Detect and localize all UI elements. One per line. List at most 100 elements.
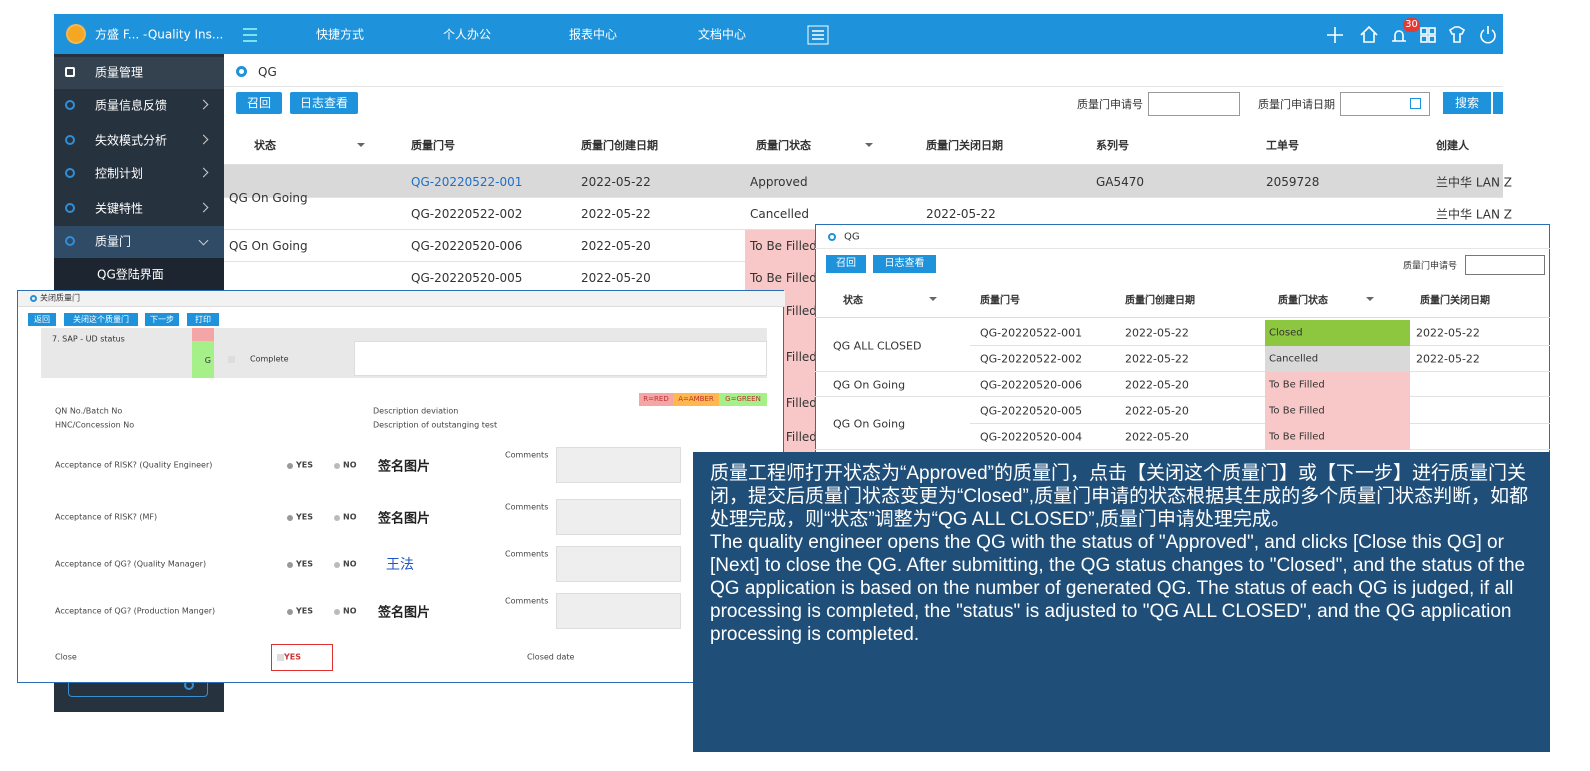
sidebar-item[interactable]: 质量管理 xyxy=(95,65,144,80)
button[interactable]: 召回 xyxy=(826,255,866,273)
field-label: QN No./Batch No xyxy=(55,406,123,416)
cell: QG-20220520-005 xyxy=(980,404,1083,417)
filter-label: 质量门申请日期 xyxy=(1258,98,1335,111)
legend-item: G=GREEN xyxy=(719,393,767,406)
button[interactable]: 关闭这个质量门 xyxy=(64,313,138,326)
sidebar-icon xyxy=(65,67,75,77)
sidebar-item[interactable]: 失效模式分析 xyxy=(95,133,168,148)
sort-arrow xyxy=(865,143,873,151)
selected-row xyxy=(224,165,1503,198)
column-header: 质量门号 xyxy=(411,139,455,152)
status: QG On Going xyxy=(229,239,308,253)
tab-bar xyxy=(224,54,1503,87)
sidebar-item[interactable]: 质量门 xyxy=(95,234,132,249)
cell: 2022-05-20 xyxy=(1125,404,1189,417)
signature: 签名图片 xyxy=(378,605,431,621)
radio-label: NO xyxy=(343,460,357,470)
comments-box[interactable] xyxy=(556,546,681,582)
approval-label: Acceptance of QG? (Quality Manager) xyxy=(55,559,207,569)
button[interactable]: 下一步 xyxy=(145,313,179,326)
approval-label: Acceptance of QG? (Production Manger) xyxy=(55,606,216,616)
radio-label: NO xyxy=(343,606,357,616)
status-cell xyxy=(1265,320,1410,346)
sidebar-item[interactable]: 控制计划 xyxy=(95,166,144,181)
button[interactable]: 打印 xyxy=(187,313,219,326)
sidebar-header xyxy=(54,57,224,89)
input-cell xyxy=(354,341,767,376)
button[interactable]: 召回 xyxy=(236,92,282,114)
sort-arrow xyxy=(929,297,937,305)
cell: To Be Filled xyxy=(750,271,817,285)
row-border xyxy=(815,449,970,450)
column-header: 质量门创建日期 xyxy=(1125,295,1195,307)
button[interactable]: 日志查看 xyxy=(290,92,358,114)
cell: Closed xyxy=(1269,327,1303,339)
comments-box[interactable] xyxy=(556,499,681,535)
sidebar-item[interactable]: 质量信息反馈 xyxy=(95,98,168,113)
calendar-icon xyxy=(1410,98,1421,109)
close-label: Close xyxy=(55,652,77,662)
panel-tab-bar xyxy=(815,224,1550,249)
button[interactable]: 返回 xyxy=(28,313,56,326)
filter-input[interactable] xyxy=(1465,255,1545,275)
radio xyxy=(287,609,293,615)
nav-item[interactable]: 文档中心 xyxy=(698,27,747,42)
comments-box[interactable] xyxy=(556,593,681,629)
radio xyxy=(287,562,293,568)
column-header: 质量门状态 xyxy=(1278,295,1328,307)
sidebar-active xyxy=(54,226,224,258)
row-border xyxy=(970,345,1550,346)
cell: 2022-05-20 xyxy=(1125,378,1189,391)
closed-date-label: Closed date xyxy=(527,652,575,662)
sidebar-item[interactable]: QG登陆界面 xyxy=(97,267,164,282)
cell: 2022-05-22 xyxy=(1416,352,1480,366)
status: QG On Going xyxy=(833,417,906,430)
note-box: 质量工程师打开状态为“Approved”的质量门，点击【关闭这个质量门】或【下一… xyxy=(693,452,1550,752)
sort-arrow xyxy=(357,143,365,151)
sort-arrow xyxy=(1366,297,1374,305)
sidebar-icon xyxy=(65,236,75,246)
button[interactable]: 日志查看 xyxy=(873,255,936,273)
sidebar-item[interactable]: 关键特性 xyxy=(95,201,144,216)
nav-item[interactable]: 快捷方式 xyxy=(316,27,365,42)
nav-item[interactable]: 个人办公 xyxy=(443,27,492,42)
step-label: 7. SAP - UD status xyxy=(52,334,125,344)
cell: 2022-05-22 xyxy=(926,207,996,221)
cell: QG-20220522-002 xyxy=(411,207,523,221)
signature: 王法 xyxy=(386,557,414,573)
radio-label: YES xyxy=(296,460,314,470)
filter-input[interactable] xyxy=(1148,92,1240,116)
row-border xyxy=(815,396,970,397)
date-input[interactable] xyxy=(1340,92,1430,116)
signature: 签名图片 xyxy=(378,511,431,527)
search-button[interactable]: 搜索 xyxy=(1443,92,1491,114)
status-cell xyxy=(1265,372,1410,397)
cell: 2022-05-22 xyxy=(581,174,651,189)
approval-label: Acceptance of RISK? (Quality Engineer) xyxy=(55,460,213,470)
dialog-title: 关闭质量门 xyxy=(40,293,80,303)
tab-title: QG xyxy=(844,231,860,243)
status: QG On Going xyxy=(833,378,906,391)
status-cell xyxy=(1265,346,1410,372)
cell: 兰中华 LAN Z xyxy=(1436,175,1512,189)
status-cell xyxy=(1265,397,1410,424)
close-value: YES xyxy=(284,652,302,662)
tab-icon xyxy=(236,66,247,77)
column-header: 状态 xyxy=(254,139,276,152)
button[interactable] xyxy=(1493,92,1503,114)
radio-label: NO xyxy=(343,559,357,569)
radio xyxy=(334,562,340,568)
sidebar-icon xyxy=(65,135,75,145)
legend-item: A=AMBER xyxy=(673,393,719,406)
radio xyxy=(334,463,340,469)
comments-box[interactable] xyxy=(556,447,681,483)
radio-label: NO xyxy=(343,512,357,522)
rating-cell: G xyxy=(192,341,214,378)
row-border xyxy=(970,396,1550,397)
checkbox xyxy=(228,356,235,363)
radio xyxy=(334,515,340,521)
cell: 2022-05-22 xyxy=(1125,352,1189,366)
cell: QG-20220520-005 xyxy=(411,271,523,285)
nav-item[interactable]: 报表中心 xyxy=(569,27,618,42)
